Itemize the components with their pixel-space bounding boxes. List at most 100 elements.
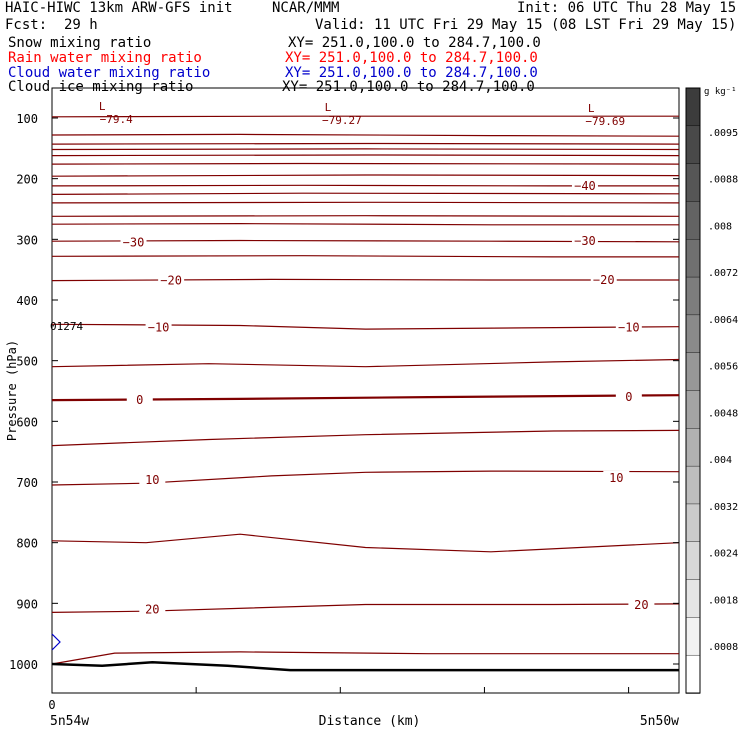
isotherm-line	[51, 184, 679, 187]
colorbar-label: .0064	[708, 315, 738, 326]
colorbar-swatch	[685, 163, 701, 203]
temperature-label: 20	[145, 602, 159, 616]
temperature-label-bg	[590, 272, 617, 286]
colorbar-swatch	[685, 352, 701, 392]
isotherm-line	[51, 133, 680, 137]
isotherm-line	[51, 162, 680, 165]
isotherm-line	[51, 174, 680, 177]
isotherm-line	[51, 429, 680, 447]
colorbar-frame	[685, 87, 701, 694]
colorbar-swatch	[685, 465, 701, 505]
colorbar-label: .004	[708, 455, 732, 466]
field-name-cloudwater: Cloud water mixing ratio	[8, 65, 211, 81]
colorbar-label: .0056	[708, 362, 738, 373]
colorbar-swatch	[685, 579, 701, 619]
temperature-label-bg	[571, 234, 598, 248]
colorbar-label: .0032	[708, 502, 738, 513]
isotherm-line	[51, 154, 680, 157]
forecast-hour: 29 h	[64, 17, 98, 33]
temperature-label: 20	[634, 598, 648, 612]
temperature-label-bg	[139, 602, 166, 616]
isotherm-line	[51, 255, 679, 258]
colorbar-unit: g kg⁻¹	[704, 87, 737, 97]
terrain-line	[51, 660, 679, 672]
y-tick-label: 500	[16, 355, 38, 369]
field-name-cloudice: Cloud ice mixing ratio	[8, 79, 194, 95]
y-tick-label: 200	[16, 173, 38, 187]
colorbar-swatch	[685, 276, 701, 316]
isotherm-line	[51, 192, 680, 195]
temperature-label-bg	[120, 235, 147, 249]
colorbar-label: .0018	[708, 595, 738, 606]
low-marker: L	[99, 100, 106, 113]
x-start-label: 5n54w	[50, 714, 89, 729]
x-axis-label: Distance (km)	[319, 714, 421, 729]
x-tick-label: 0	[48, 698, 55, 712]
isotherm-line	[51, 651, 679, 665]
temperature-label: −10	[618, 320, 640, 334]
low-marker: L	[325, 101, 332, 114]
colorbar-label: .0008	[708, 642, 738, 653]
forecast-label: Fcst:	[5, 17, 48, 33]
y-tick-label: 600	[16, 415, 38, 429]
y-tick-label: 400	[16, 294, 38, 308]
temperature-label: −10	[148, 320, 170, 334]
temperature-label: −40	[574, 179, 596, 193]
temperature-label: 0	[136, 393, 143, 407]
y-tick-label: 300	[16, 233, 38, 247]
temperature-label: −20	[593, 273, 615, 287]
temperature-label: −30	[574, 234, 596, 248]
isotherm-line	[51, 115, 679, 118]
y-tick-label: 700	[16, 476, 38, 490]
colorbar-swatch	[685, 654, 701, 694]
valid-time: Valid: 11 UTC Fri 29 May 15 (08 LST Fri …	[315, 17, 737, 33]
x-end-label: 5n50w	[640, 714, 679, 729]
isotherm-line	[51, 278, 679, 282]
isotherm-line	[51, 222, 679, 226]
field-xy-cloudice: XY= 251.0,100.0 to 284.7,100.0	[282, 79, 535, 95]
colorbar-swatch	[685, 314, 701, 354]
field-name-rain: Rain water mixing ratio	[8, 50, 202, 66]
colorbar-swatch	[685, 428, 701, 467]
temperature-label: 10	[609, 471, 623, 485]
temperature-label-bg	[615, 390, 642, 404]
temperature-label-bg	[628, 598, 655, 612]
model-title: HAIC-HIWC 13km ARW-GFS init	[5, 0, 233, 16]
y-tick-label: 900	[16, 597, 38, 611]
colorbar-swatch	[685, 503, 701, 543]
temperature-label-bg	[158, 273, 185, 287]
plot-frame	[51, 87, 680, 694]
org-label: NCAR/MMM	[272, 0, 340, 16]
isotherm-line	[51, 201, 680, 204]
field-name-snow: Snow mixing ratio	[8, 35, 152, 51]
colorbar-swatch	[685, 541, 701, 581]
y-tick-label: 100	[16, 112, 38, 126]
isotherm-line	[51, 470, 680, 486]
y-tick-label: 800	[16, 537, 38, 551]
colorbar-swatch	[685, 239, 701, 278]
temperature-label: −20	[160, 274, 182, 288]
isotherm-line	[51, 603, 680, 613]
isotherm-line	[51, 533, 680, 553]
colorbar-label: .008	[708, 221, 732, 232]
isotherm-line	[51, 148, 680, 151]
temperature-label-bg	[126, 393, 153, 407]
colorbar-label: .0048	[708, 408, 738, 419]
temperature-label: 10	[145, 473, 159, 487]
isotherm-line	[51, 358, 680, 368]
isotherm-line	[51, 215, 680, 217]
low-value: −79.4	[100, 113, 133, 126]
colorbar-label: .0072	[708, 268, 738, 279]
temperature-label-bg	[571, 178, 598, 192]
isotherm-line	[51, 323, 680, 330]
temperature-label-bg	[145, 320, 172, 334]
colorbar-label: .0024	[708, 549, 738, 560]
colorbar-swatch	[685, 87, 701, 127]
colorbar-label: .0095	[708, 128, 738, 139]
field-xy-snow: XY= 251.0,100.0 to 284.7,100.0	[288, 35, 541, 51]
isotherm-line	[51, 142, 680, 145]
temperature-label-bg	[615, 320, 642, 334]
station-label: 01274	[50, 320, 83, 333]
field-xy-rain: XY= 251.0,100.0 to 284.7,100.0	[285, 50, 538, 66]
